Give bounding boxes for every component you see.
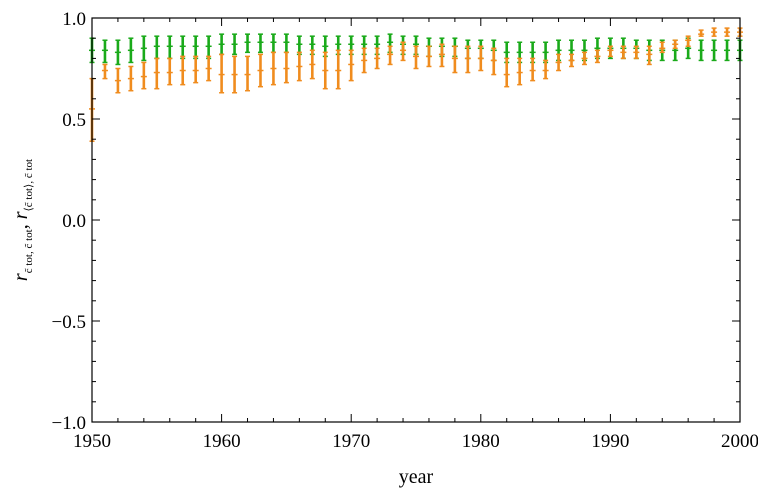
y-tick-label: −0.5 <box>52 312 86 333</box>
y-axis-title-r2: r <box>10 211 32 219</box>
x-tick-label: 1970 <box>332 431 370 452</box>
svg-text:rc̃ tot, c̃ tot, r⟨c̃ tot⟩, c̃: rc̃ tot, c̃ tot, r⟨c̃ tot⟩, c̃ tot <box>10 159 35 281</box>
x-tick-label: 1950 <box>73 431 111 452</box>
y-axis-title-r1: r <box>10 273 32 281</box>
y-axis-title-sub1: c̃ tot, c̃ tot <box>23 229 35 273</box>
x-tick-label: 1980 <box>462 431 500 452</box>
y-axis-title-sep: , <box>10 219 32 229</box>
y-tick-label: 1.0 <box>62 9 86 30</box>
ticks-layer: 1950 1960 1970 1980 1990 2000 −1.0 −0.5 0.0 0.5 1.… <box>52 9 758 452</box>
y-tick-label: 0.0 <box>62 211 86 232</box>
x-axis-title: year <box>399 466 434 488</box>
y-axis-title-sub2: ⟨c̃ tot⟩, c̃ tot <box>23 159 35 212</box>
y-tick-label: 0.5 <box>62 110 86 131</box>
plot-frame <box>91 17 741 423</box>
x-tick-label: 1960 <box>203 431 241 452</box>
x-tick-label: 1990 <box>591 431 629 452</box>
series-layer <box>89 27 743 142</box>
x-tick-label: 2000 <box>721 431 758 452</box>
y-axis-title: rc̃ tot, c̃ tot, r⟨c̃ tot⟩, c̃ tot <box>10 159 35 281</box>
y-tick-label: −1.0 <box>52 413 86 434</box>
